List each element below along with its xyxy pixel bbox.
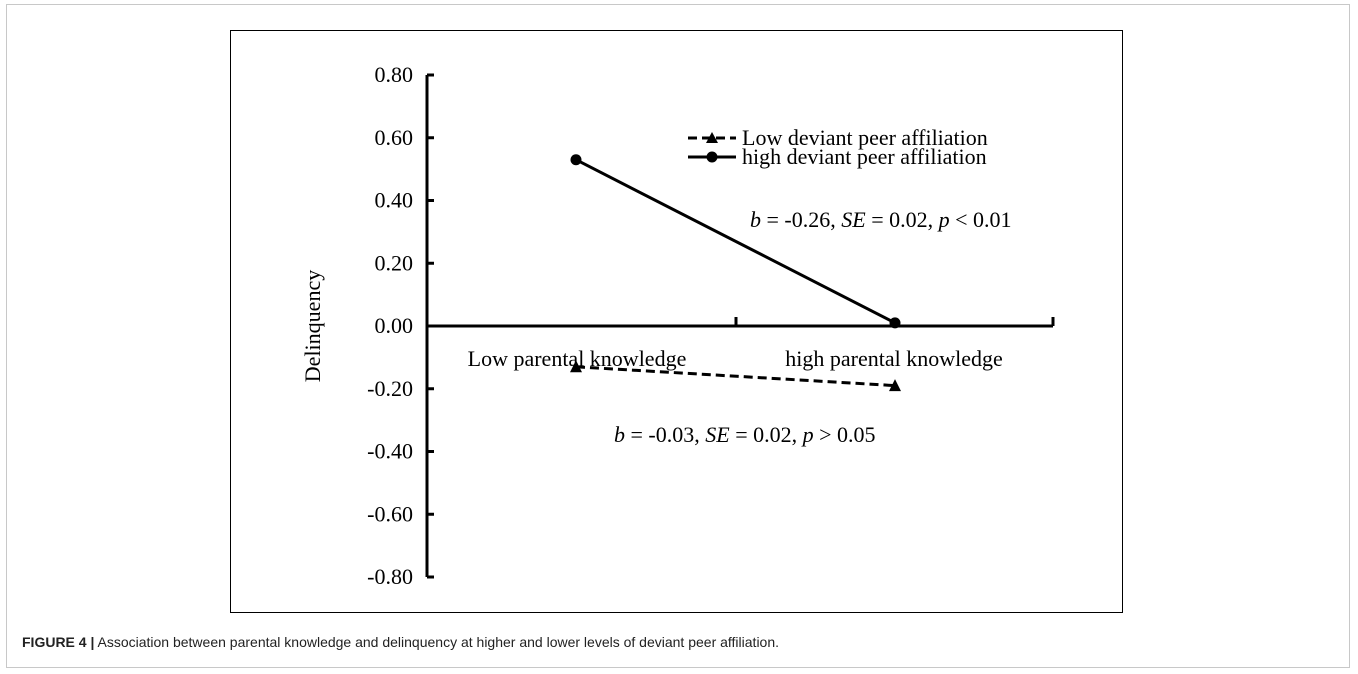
annotation-part: = 0.02, xyxy=(730,422,803,447)
legend-marker-circle xyxy=(706,151,718,163)
y-tick-label: 0.40 xyxy=(375,188,414,213)
plot-area-border xyxy=(230,30,1123,613)
caption-label: FIGURE 4 | xyxy=(22,634,95,650)
annotation-part: = 0.02, xyxy=(866,207,939,232)
y-tick-label: -0.60 xyxy=(367,501,413,526)
series-point-triangle xyxy=(889,379,901,392)
y-tick-labels: 0.80 0.60 0.40 0.20 0.00 -0.20 -0.40 -0.60 -0.80 xyxy=(367,62,413,589)
annotation-text: b = -0.03, SE = 0.02, p > 0.05 xyxy=(614,422,876,447)
series-point-circle xyxy=(570,154,582,166)
annotation-part: = -0.03, xyxy=(625,422,705,447)
y-tick-label: 0.20 xyxy=(375,250,414,275)
annotation-part: b xyxy=(750,207,761,232)
series-point-triangle xyxy=(570,360,582,373)
axes: Low parental knowledge high parental know… xyxy=(300,73,1055,579)
annotation-text: b = -0.26, SE = 0.02, p < 0.01 xyxy=(750,207,1012,232)
annotation-part: > 0.05 xyxy=(814,422,876,447)
annotations: b = -0.03, SE = 0.02, p > 0.05b = -0.26,… xyxy=(614,207,1012,447)
y-tick-label: -0.20 xyxy=(367,376,413,401)
y-tick-label: 0.60 xyxy=(375,125,414,150)
annotation-part: b xyxy=(614,422,625,447)
x-category-label: high parental knowledge xyxy=(785,346,1003,371)
annotation-part: < 0.01 xyxy=(950,207,1012,232)
caption-text: Association between parental knowledge a… xyxy=(94,634,780,650)
annotation-part: p xyxy=(937,207,950,232)
annotation-part: p xyxy=(801,422,814,447)
y-axis-title: Delinquency xyxy=(300,270,325,382)
y-tick-label: -0.80 xyxy=(367,564,413,589)
legend-label: high deviant peer affiliation xyxy=(742,144,987,169)
series-point-circle xyxy=(889,317,901,329)
figure-frame xyxy=(6,4,1350,668)
y-tick-label: -0.40 xyxy=(367,439,413,464)
figure-caption: FIGURE 4 | Association between parental … xyxy=(22,634,1332,650)
annotation-part: SE xyxy=(705,422,730,447)
legend-label: Low deviant peer affiliation xyxy=(742,125,988,150)
series-line-1 xyxy=(575,365,896,388)
y-tick-label: 0.00 xyxy=(375,313,414,338)
y-tick-label: 0.80 xyxy=(375,62,414,87)
legend-marker-triangle xyxy=(706,132,718,143)
annotation-part: SE xyxy=(841,207,866,232)
series-line-2 xyxy=(575,158,896,325)
series-group xyxy=(570,154,901,392)
annotation-part: = -0.26, xyxy=(761,207,841,232)
